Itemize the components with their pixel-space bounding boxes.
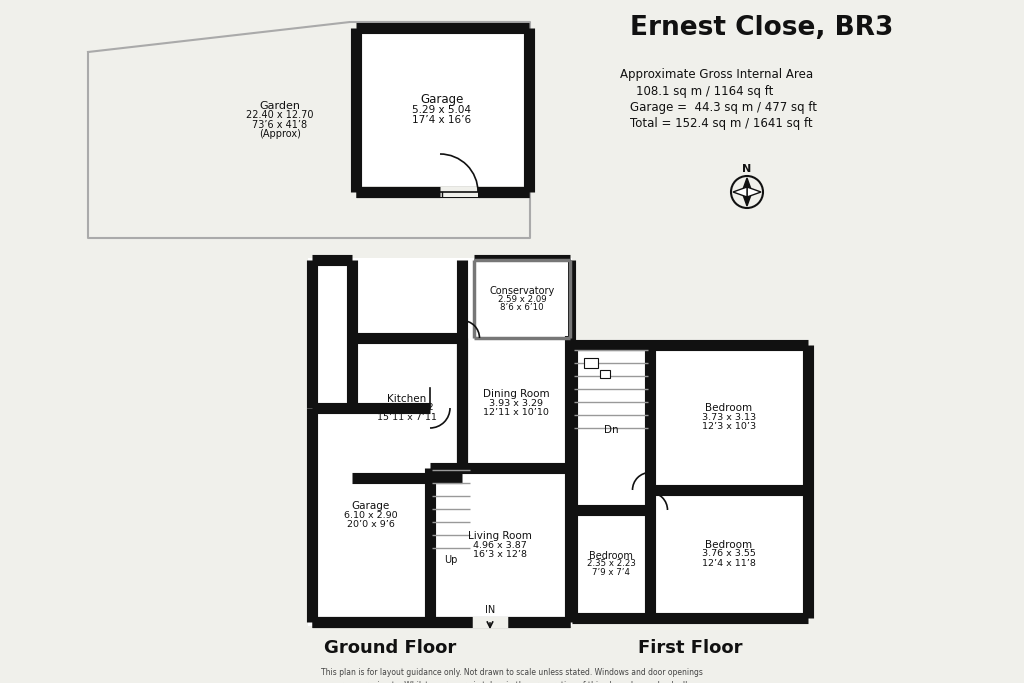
Text: Garage =  44.3 sq m / 477 sq ft: Garage = 44.3 sq m / 477 sq ft [630, 101, 817, 114]
Text: 20’0 x 9’6: 20’0 x 9’6 [347, 520, 395, 529]
Text: 12’4 x 11’8: 12’4 x 11’8 [702, 559, 756, 568]
Text: 6.10 x 2.90: 6.10 x 2.90 [344, 510, 397, 520]
Text: 4.96 x 3.87: 4.96 x 3.87 [473, 540, 527, 550]
Polygon shape [742, 178, 752, 192]
Bar [308, 408, 428, 623]
Text: 3.76 x 3.55: 3.76 x 3.55 [702, 550, 756, 559]
Text: 5.29 x 5.04: 5.29 x 5.04 [413, 105, 471, 115]
Text: 3.73 x 3.13: 3.73 x 3.13 [701, 413, 756, 421]
Bar [572, 345, 810, 620]
Bar [440, 187, 478, 197]
Text: Living Room: Living Room [468, 531, 531, 541]
Text: 3.93 x 3.29: 3.93 x 3.29 [489, 398, 543, 408]
Text: Garden: Garden [259, 101, 300, 111]
Bar [312, 260, 570, 620]
Text: 7’9 x 7’4: 7’9 x 7’4 [592, 568, 630, 577]
Text: 15’11 x 7’11: 15’11 x 7’11 [377, 413, 437, 421]
Text: Bedroom: Bedroom [706, 540, 753, 550]
Text: N: N [742, 164, 752, 174]
Bar [600, 370, 610, 378]
Text: Approximate Gross Internal Area: Approximate Gross Internal Area [620, 68, 813, 81]
Text: Dn: Dn [604, 425, 618, 435]
Bar [652, 347, 806, 488]
Text: Bedroom: Bedroom [589, 550, 633, 561]
Text: 22.40 x 12.70: 22.40 x 12.70 [246, 110, 313, 120]
Text: 16’3 x 12’8: 16’3 x 12’8 [473, 550, 527, 559]
Polygon shape [733, 187, 746, 197]
Text: Ground Floor: Ground Floor [324, 639, 456, 657]
Text: 12’11 x 10’10: 12’11 x 10’10 [483, 408, 549, 417]
Text: Garage: Garage [352, 501, 390, 511]
Bar [308, 258, 572, 626]
Text: 2.59 x 2.09: 2.59 x 2.09 [498, 294, 547, 303]
Bar [474, 260, 570, 338]
Text: 73’6 x 41’8: 73’6 x 41’8 [253, 120, 307, 130]
Bar [356, 28, 529, 186]
Text: Ernest Close, BR3: Ernest Close, BR3 [630, 15, 893, 41]
Bar [652, 492, 806, 616]
Text: 2.35 x 2.23: 2.35 x 2.23 [587, 559, 636, 568]
Bar [574, 512, 648, 616]
Text: (Approx): (Approx) [259, 129, 301, 139]
Text: Conservatory: Conservatory [489, 285, 555, 296]
Bar [476, 262, 568, 336]
Text: First Floor: First Floor [638, 639, 742, 657]
Text: 8’6 x 6’10: 8’6 x 6’10 [500, 303, 544, 312]
Text: Up: Up [444, 555, 458, 565]
Text: 4.86 x 2.42: 4.86 x 2.42 [380, 404, 434, 413]
Polygon shape [742, 192, 752, 206]
Text: Bedroom: Bedroom [706, 403, 753, 413]
Text: 12’3 x 10’3: 12’3 x 10’3 [701, 421, 756, 431]
Text: Kitchen: Kitchen [387, 394, 427, 404]
Text: This plan is for layout guidance only. Not drawn to scale unless stated. Windows: This plan is for layout guidance only. N… [322, 668, 702, 683]
Text: Dining Room: Dining Room [482, 389, 549, 399]
Text: Garage: Garage [420, 94, 464, 107]
Text: 17’4 x 16’6: 17’4 x 16’6 [413, 115, 472, 125]
Text: IN: IN [485, 605, 496, 615]
Bar [584, 358, 598, 368]
Text: Total = 152.4 sq m / 1641 sq ft: Total = 152.4 sq m / 1641 sq ft [630, 117, 813, 130]
Text: 108.1 sq m / 1164 sq ft: 108.1 sq m / 1164 sq ft [636, 85, 773, 98]
Polygon shape [746, 187, 761, 197]
Bar [574, 347, 648, 608]
Bar [312, 410, 430, 620]
